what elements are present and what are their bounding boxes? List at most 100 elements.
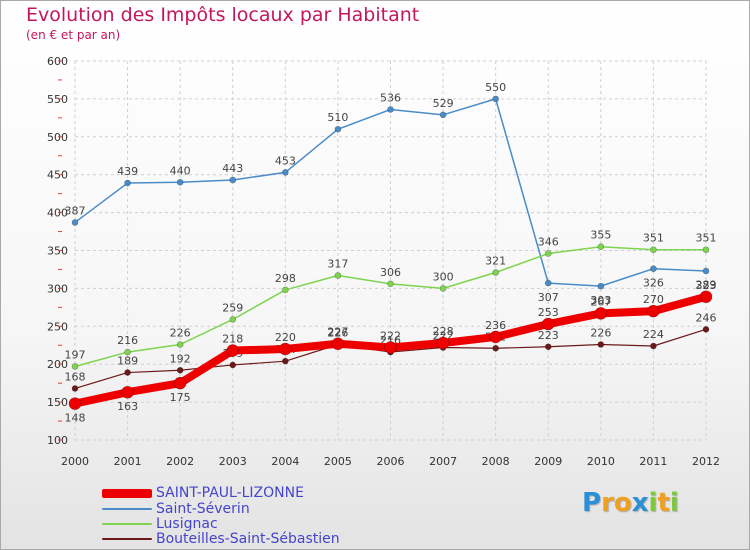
logo-letter: o bbox=[613, 488, 632, 518]
data-label-saint-paul-lizonne: 228 bbox=[433, 325, 454, 338]
data-label-lusignac: 321 bbox=[485, 254, 506, 267]
data-point-lusignac bbox=[176, 341, 184, 348]
data-point-saint-paul-lizonne bbox=[279, 342, 292, 356]
data-point-saint-paul-lizonne bbox=[121, 385, 134, 399]
data-point-bouteilles-saint-sebastien bbox=[544, 343, 552, 351]
data-point-lusignac bbox=[650, 246, 657, 254]
data-point-saint-paul-lizonne bbox=[173, 376, 187, 390]
x-tick-label: 2000 bbox=[61, 455, 89, 468]
data-point-lusignac bbox=[544, 250, 552, 257]
data-point-bouteilles-saint-sebastien bbox=[124, 369, 131, 376]
y-tick-label: 150 bbox=[47, 396, 68, 409]
legend-item-saint-severin: Saint-Séverin bbox=[102, 501, 250, 517]
data-point-saint-severin bbox=[387, 106, 394, 113]
data-label-saint-severin: 387 bbox=[65, 204, 86, 217]
y-tick-label: 250 bbox=[47, 320, 68, 333]
data-point-bouteilles-saint-sebastien bbox=[492, 344, 499, 352]
legend-label-bouteilles-saint-sebastien: Bouteilles-Saint-Sébastien bbox=[156, 531, 340, 547]
data-label-bouteilles-saint-sebastien: 168 bbox=[65, 370, 86, 383]
x-tick-label: 2001 bbox=[114, 455, 142, 468]
y-tick-label: 600 bbox=[47, 55, 68, 68]
legend-item-saint-paul-lizonne: SAINT-PAUL-LIZONNE bbox=[102, 485, 304, 501]
data-point-saint-paul-lizonne bbox=[541, 317, 555, 331]
x-tick-label: 2002 bbox=[166, 455, 194, 468]
x-tick-label: 2005 bbox=[324, 455, 352, 468]
data-point-bouteilles-saint-sebastien bbox=[176, 366, 184, 374]
data-label-saint-paul-lizonne: 222 bbox=[380, 330, 401, 343]
data-label-saint-paul-lizonne: 175 bbox=[170, 391, 191, 404]
data-label-saint-severin: 303 bbox=[590, 294, 611, 307]
y-tick-label: 300 bbox=[47, 282, 68, 295]
data-label-saint-severin: 440 bbox=[170, 164, 191, 177]
data-point-bouteilles-saint-sebastien bbox=[702, 326, 710, 333]
data-label-saint-severin: 443 bbox=[222, 162, 243, 175]
legend-swatch-lusignac bbox=[102, 523, 152, 525]
y-tick-label: 550 bbox=[47, 93, 68, 106]
data-label-bouteilles-saint-sebastien: 192 bbox=[170, 352, 191, 365]
data-label-bouteilles-saint-sebastien: 226 bbox=[590, 326, 611, 339]
data-point-saint-paul-lizonne bbox=[647, 304, 660, 318]
data-point-saint-severin bbox=[492, 95, 499, 103]
data-label-saint-paul-lizonne: 289 bbox=[696, 279, 717, 292]
data-point-lusignac bbox=[124, 348, 131, 356]
legend-label-saint-severin: Saint-Séverin bbox=[156, 501, 250, 517]
data-label-saint-severin: 323 bbox=[696, 279, 717, 292]
data-point-bouteilles-saint-sebastien bbox=[71, 385, 79, 392]
data-point-bouteilles-saint-sebastien bbox=[597, 341, 605, 348]
logo-letter: x bbox=[631, 488, 649, 518]
data-label-saint-severin: 453 bbox=[275, 154, 296, 167]
data-point-bouteilles-saint-sebastien bbox=[282, 357, 289, 365]
data-label-saint-severin: 510 bbox=[327, 111, 348, 124]
series-line-saint-severin bbox=[74, 98, 707, 287]
data-label-saint-paul-lizonne: 227 bbox=[327, 326, 348, 339]
x-tick-label: 2004 bbox=[271, 455, 299, 468]
data-point-lusignac bbox=[702, 246, 710, 254]
data-label-bouteilles-saint-sebastien: 246 bbox=[696, 311, 717, 324]
data-label-saint-paul-lizonne: 236 bbox=[485, 319, 506, 332]
data-point-saint-severin bbox=[650, 265, 657, 272]
legend-item-lusignac: Lusignac bbox=[102, 516, 218, 532]
data-label-saint-paul-lizonne: 218 bbox=[222, 333, 243, 346]
data-point-lusignac bbox=[439, 285, 447, 292]
data-label-lusignac: 351 bbox=[696, 232, 717, 245]
x-tick-label: 2007 bbox=[429, 455, 457, 468]
chart-subtitle: (en € et par an) bbox=[26, 28, 121, 42]
x-tick-label: 2003 bbox=[219, 455, 247, 468]
data-label-saint-severin: 307 bbox=[538, 291, 559, 304]
data-label-saint-severin: 536 bbox=[380, 92, 401, 105]
data-label-lusignac: 346 bbox=[538, 236, 559, 249]
data-point-saint-severin bbox=[282, 169, 289, 176]
data-point-lusignac bbox=[229, 316, 237, 323]
legend-swatch-saint-paul-lizonne bbox=[102, 488, 152, 498]
x-tick-label: 2008 bbox=[482, 455, 510, 468]
legend-swatch-bouteilles-saint-sebastien bbox=[102, 538, 152, 540]
data-point-saint-paul-lizonne bbox=[226, 344, 240, 357]
logo-letter: i bbox=[669, 488, 679, 518]
data-point-saint-paul-lizonne bbox=[384, 341, 397, 354]
legend-label-lusignac: Lusignac bbox=[156, 516, 218, 532]
x-tick-label: 2010 bbox=[587, 455, 615, 468]
data-label-bouteilles-saint-sebastien: 224 bbox=[643, 328, 664, 341]
data-point-saint-severin bbox=[544, 279, 552, 287]
logo-letter: P bbox=[582, 488, 602, 518]
data-point-saint-severin bbox=[71, 219, 79, 226]
data-point-saint-severin bbox=[702, 267, 710, 275]
data-label-lusignac: 317 bbox=[327, 258, 348, 271]
y-tick-label: 400 bbox=[47, 207, 68, 220]
x-tick-label: 2012 bbox=[692, 455, 720, 468]
data-point-saint-severin bbox=[229, 176, 237, 184]
data-point-lusignac bbox=[597, 243, 605, 251]
data-label-lusignac: 306 bbox=[380, 266, 401, 279]
x-tick-label: 2011 bbox=[639, 455, 667, 468]
data-label-bouteilles-saint-sebastien: 226 bbox=[327, 326, 348, 339]
x-tick-label: 2009 bbox=[534, 455, 562, 468]
data-point-saint-paul-lizonne bbox=[594, 307, 608, 320]
data-label-lusignac: 298 bbox=[275, 272, 296, 285]
data-point-bouteilles-saint-sebastien bbox=[229, 361, 237, 369]
data-label-bouteilles-saint-sebastien: 189 bbox=[117, 355, 138, 368]
data-label-lusignac: 300 bbox=[433, 270, 454, 283]
data-point-lusignac bbox=[334, 272, 342, 279]
data-label-lusignac: 216 bbox=[117, 334, 138, 347]
